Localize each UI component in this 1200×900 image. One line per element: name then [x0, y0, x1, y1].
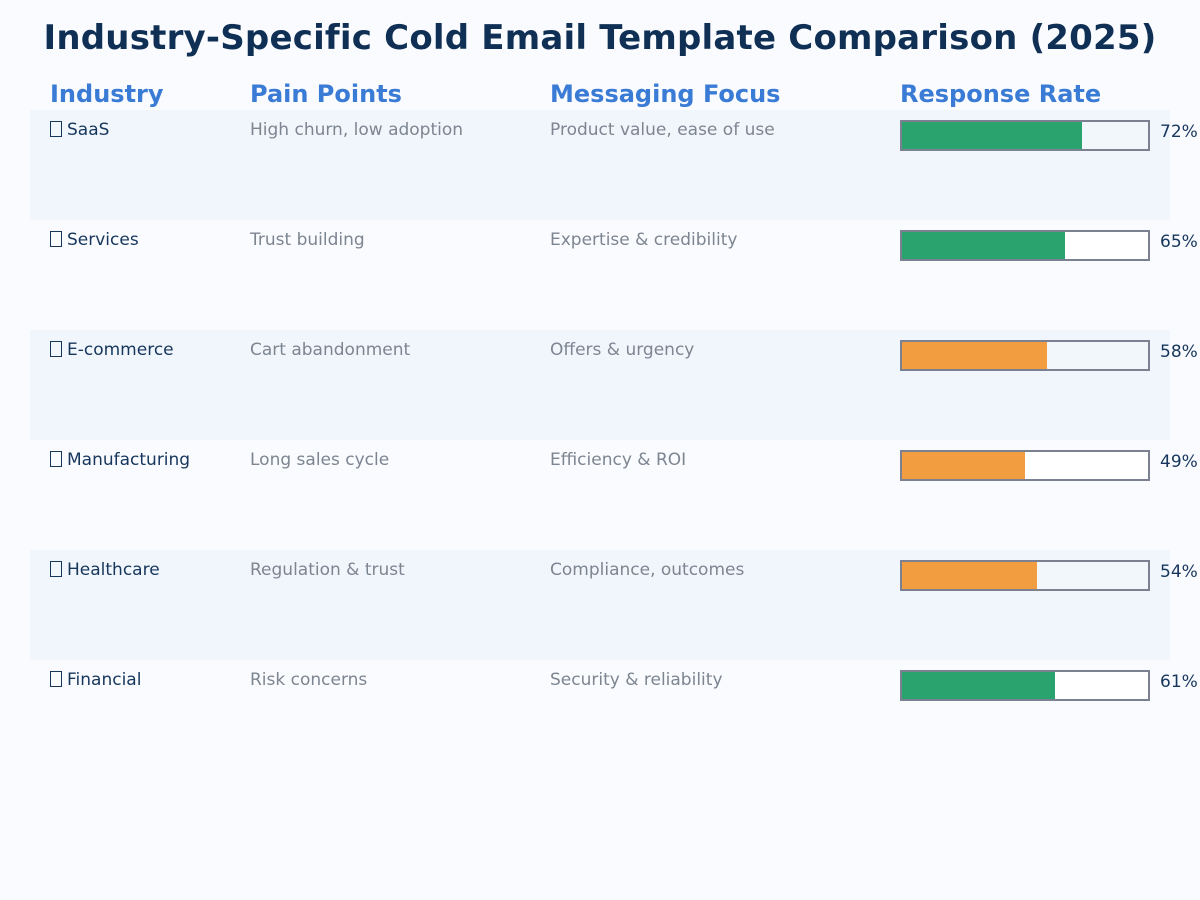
response-rate-label: 54% [1160, 562, 1198, 582]
header-industry: Industry [50, 80, 164, 108]
industry-label: Financial [67, 670, 142, 690]
response-rate-bar [902, 122, 1082, 149]
missing-glyph-icon [50, 341, 62, 357]
industry-label: E-commerce [67, 340, 174, 360]
industry-label: Healthcare [67, 560, 160, 580]
industry-cell: Services [50, 230, 139, 250]
pain-point-cell: Long sales cycle [250, 450, 390, 470]
table-row: Services Trust building Expertise & credib… [30, 220, 1198, 330]
response-rate-bar [902, 232, 1065, 259]
industry-cell: Healthcare [50, 560, 160, 580]
response-rate-bar [902, 452, 1025, 479]
pain-point-cell: High churn, low adoption [250, 120, 464, 140]
messaging-focus-cell: Compliance, outcomes [550, 560, 745, 580]
response-rate-bar [902, 672, 1055, 699]
industry-cell: SaaS [50, 120, 109, 140]
response-rate-label: 49% [1160, 452, 1198, 472]
page-title: Industry-Specific Cold Email Template Co… [43, 18, 1157, 58]
table-row: Financial Risk concerns Security & reliabi… [30, 660, 1198, 770]
header-response-rate: Response Rate [900, 80, 1102, 108]
response-rate-bar-track [900, 120, 1150, 151]
table-row: Manufacturing Long sales cycle Efficiency … [30, 440, 1198, 550]
missing-glyph-icon [50, 561, 62, 577]
industry-cell: Manufacturing [50, 450, 190, 470]
missing-glyph-icon [50, 231, 62, 247]
table-row: Healthcare Regulation & trust Compliance, … [30, 550, 1198, 660]
messaging-focus-cell: Security & reliability [550, 670, 723, 690]
pain-point-cell: Cart abandonment [250, 340, 411, 360]
response-rate-label: 72% [1160, 122, 1198, 142]
messaging-focus-cell: Offers & urgency [550, 340, 695, 360]
missing-glyph-icon [50, 451, 62, 467]
response-rate-label: 58% [1160, 342, 1198, 362]
header-messaging-focus: Messaging Focus [550, 80, 781, 108]
response-rate-bar-track [900, 560, 1150, 591]
pain-point-cell: Regulation & trust [250, 560, 405, 580]
response-rate-label: 65% [1160, 232, 1198, 252]
missing-glyph-icon [50, 671, 62, 687]
table-row: SaaS High churn, low adoption Product valu… [30, 110, 1198, 220]
pain-point-cell: Risk concerns [250, 670, 368, 690]
industry-cell: Financial [50, 670, 141, 690]
messaging-focus-cell: Expertise & credibility [550, 230, 738, 250]
industry-label: Services [67, 230, 139, 250]
table-row: E-commerce Cart abandonment Offers & urgen… [30, 330, 1198, 440]
industry-label: SaaS [67, 120, 110, 140]
header-pain-points: Pain Points [250, 80, 402, 108]
messaging-focus-cell: Product value, ease of use [550, 120, 775, 140]
pain-point-cell: Trust building [250, 230, 365, 250]
response-rate-bar-track [900, 450, 1150, 481]
response-rate-bar-track [900, 230, 1150, 261]
response-rate-bar-track [900, 340, 1150, 371]
industry-label: Manufacturing [67, 450, 191, 470]
response-rate-bar [902, 342, 1047, 369]
response-rate-label: 61% [1160, 672, 1198, 692]
response-rate-bar-track [900, 670, 1150, 701]
industry-cell: E-commerce [50, 340, 174, 360]
messaging-focus-cell: Efficiency & ROI [550, 450, 687, 470]
missing-glyph-icon [50, 121, 62, 137]
response-rate-bar [902, 562, 1037, 589]
